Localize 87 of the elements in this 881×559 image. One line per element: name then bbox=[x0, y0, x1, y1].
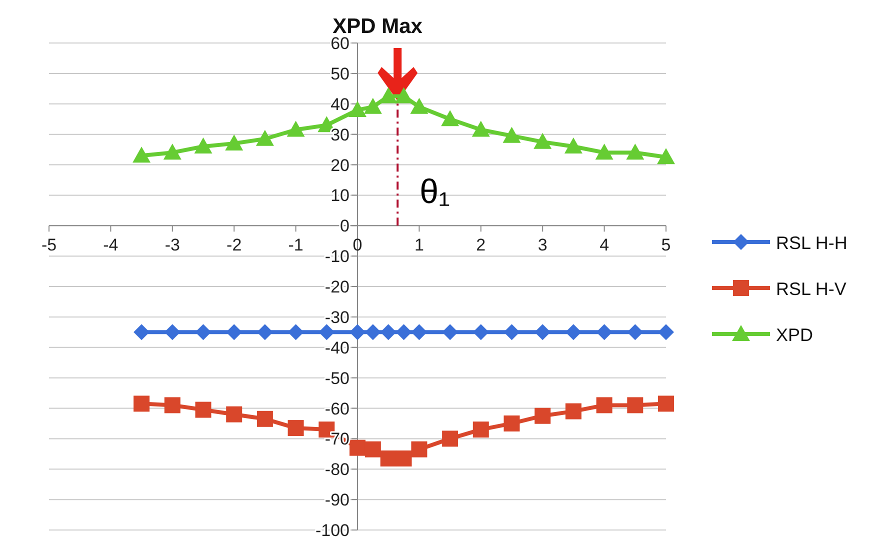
point bbox=[164, 397, 180, 414]
point bbox=[626, 144, 644, 160]
point bbox=[472, 120, 490, 137]
point bbox=[134, 324, 150, 340]
point bbox=[163, 144, 182, 160]
point bbox=[658, 396, 674, 412]
point bbox=[504, 415, 520, 432]
point bbox=[534, 408, 551, 424]
x-tick-label: -4 bbox=[103, 236, 118, 255]
point bbox=[411, 324, 428, 340]
point bbox=[502, 126, 521, 143]
point bbox=[364, 324, 381, 340]
point bbox=[504, 324, 520, 340]
point bbox=[472, 324, 489, 340]
point bbox=[226, 324, 242, 340]
point bbox=[256, 410, 273, 427]
point bbox=[441, 110, 460, 126]
point bbox=[226, 406, 242, 422]
y-tick-label: -30 bbox=[324, 308, 350, 327]
legend-label: XPD bbox=[776, 325, 814, 345]
point bbox=[596, 324, 612, 340]
point bbox=[256, 324, 273, 340]
point bbox=[396, 450, 412, 466]
point bbox=[657, 148, 675, 164]
y-tick-label: 50 bbox=[330, 64, 350, 84]
y-tick-label: -60 bbox=[324, 399, 350, 418]
legend-label: RSL H-H bbox=[776, 233, 848, 253]
x-tick-label: -3 bbox=[164, 236, 180, 255]
x-tick-label: 1 bbox=[414, 236, 424, 255]
point bbox=[350, 440, 366, 456]
x-tick-label: -2 bbox=[226, 236, 242, 255]
point bbox=[627, 324, 644, 340]
point bbox=[658, 324, 674, 340]
point bbox=[380, 324, 396, 340]
point bbox=[318, 324, 335, 340]
y-tick-label: -100 bbox=[315, 521, 350, 540]
x-tick-label: 5 bbox=[661, 236, 671, 255]
point bbox=[534, 324, 551, 340]
point bbox=[195, 324, 212, 340]
point bbox=[565, 403, 582, 420]
point bbox=[225, 134, 244, 150]
point bbox=[396, 324, 412, 340]
x-tick-label: 4 bbox=[600, 236, 610, 255]
x-tick-label: 0 bbox=[352, 236, 362, 255]
x-tick-label: 3 bbox=[538, 236, 548, 255]
point bbox=[534, 132, 552, 149]
point bbox=[472, 422, 489, 438]
y-tick-label: 0 bbox=[340, 216, 350, 236]
point bbox=[565, 324, 582, 340]
point bbox=[596, 397, 612, 414]
point bbox=[256, 130, 274, 146]
point bbox=[134, 396, 150, 412]
point bbox=[595, 144, 614, 160]
point bbox=[288, 420, 304, 436]
ref-line-label: θ₁ bbox=[420, 173, 450, 212]
y-tick-label: 40 bbox=[330, 94, 350, 114]
y-tick-label: 30 bbox=[330, 125, 350, 144]
point bbox=[442, 324, 458, 340]
x-tick-label: 2 bbox=[476, 236, 486, 255]
point bbox=[364, 98, 382, 114]
y-tick-label: -90 bbox=[324, 490, 350, 510]
point bbox=[195, 402, 212, 418]
y-tick-label: -80 bbox=[324, 460, 350, 480]
point bbox=[350, 324, 366, 340]
y-tick-label: -20 bbox=[324, 278, 350, 296]
y-tick-label: -50 bbox=[324, 368, 350, 388]
y-tick-label: -10 bbox=[324, 247, 350, 266]
point bbox=[286, 120, 305, 137]
point bbox=[288, 324, 304, 340]
point bbox=[164, 324, 180, 340]
point bbox=[442, 430, 458, 447]
y-tick-label: 10 bbox=[330, 186, 350, 206]
point bbox=[194, 137, 212, 154]
point bbox=[132, 146, 151, 163]
x-tick-label: -1 bbox=[288, 236, 304, 255]
point bbox=[348, 100, 366, 117]
y-tick-label: -40 bbox=[324, 338, 350, 358]
point bbox=[410, 98, 428, 114]
legend-label: RSL H-V bbox=[776, 279, 846, 299]
point bbox=[380, 450, 396, 466]
x-tick-label: -5 bbox=[41, 236, 57, 255]
point bbox=[364, 441, 381, 458]
y-tick-label: 20 bbox=[330, 156, 350, 175]
point bbox=[627, 397, 644, 414]
point bbox=[394, 87, 413, 104]
point bbox=[564, 137, 582, 154]
point bbox=[411, 441, 428, 458]
